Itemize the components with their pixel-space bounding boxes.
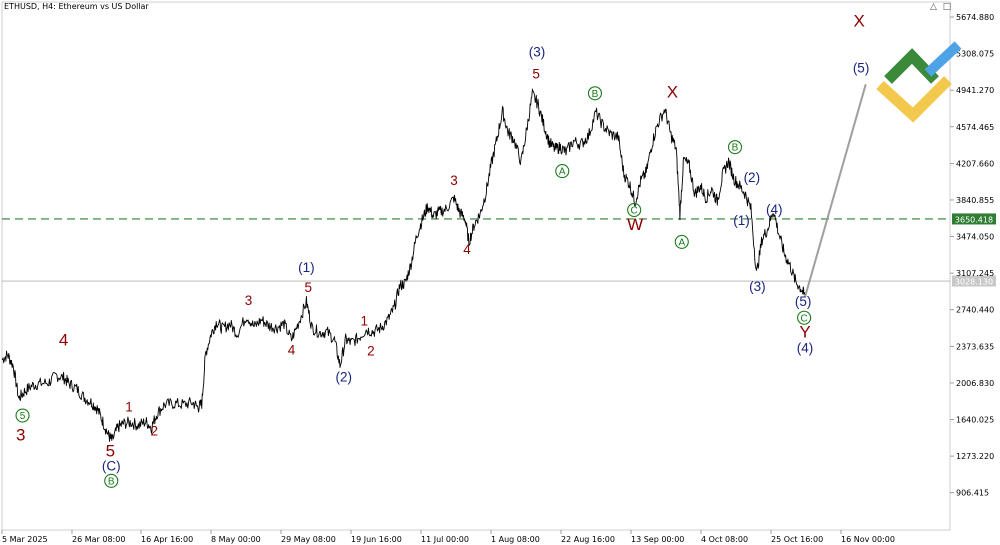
hline-tag-0 [952,213,996,225]
corner-icons: △ □ [930,2,954,12]
wave-label-1: 5 [20,411,26,422]
x-tick-label-2: 16 Apr 16:00 [141,535,193,544]
y-tick-label-12: 1273.220 [956,452,994,461]
wave-label-34: X [854,11,865,30]
wave-circle-24 [674,234,689,249]
wave-label-8: 3 [245,293,253,308]
y-tick-label-7: 3107.245 [956,269,994,278]
plot-area [1,1,951,531]
wave-label-4: 5 [106,441,115,460]
wave-label-23: X [667,82,678,101]
y-tick-label-1: 5308.075 [956,50,994,59]
wave-label-35: (5) [853,60,870,75]
wave-label-28: (4) [766,202,783,217]
wave-circle-25 [727,140,743,155]
symbol-label: ETHUSD, H4: Ethereum vs US Dollar [4,2,149,11]
y-tick-label-10: 2006.830 [956,379,994,388]
wave-label-29: (3) [749,279,766,294]
x-tick-label-10: 4 Oct 08:00 [701,535,748,544]
wave-label-13: 2 [367,344,375,359]
time-axis: 5 Mar 2025 26 Mar 08:00 16 Apr 16:00 8 May … [1,530,895,544]
x-tick-label-5: 19 Jun 16:00 [351,535,402,544]
x-tick-label-9: 13 Sep 00:00 [631,535,684,544]
wave-label-26: (2) [744,170,761,185]
wave-label-33: (4) [797,341,814,356]
wave-label-25: B [732,143,739,154]
price-line [1,88,806,442]
wave-label-7: 2 [150,423,158,438]
y-tick-label-5: 3840.855 [956,196,994,205]
wave-label-2: 4 [59,331,68,350]
logo-blue-bar [924,41,962,77]
x-tick-label-1: 26 Mar 08:00 [72,535,125,544]
hline-label-1: 3028.130 [955,278,993,287]
wave-label-6: B [108,476,115,487]
y-tick-label-3: 4574.465 [956,123,994,132]
wave-label-12: 1 [361,314,369,329]
horizontal-lines: 3650.418 3028.130 [2,213,996,287]
wave-label-5: (C) [102,458,121,473]
wave-label-32: Y [799,323,810,342]
x-tick-label-11: 25 Oct 16:00 [771,535,823,544]
wave-labels: 35415(C)B23(1)5412(2)34(3)5ABCWXAB(2)(1)… [15,11,870,488]
x-tick-label-8: 22 Aug 16:00 [561,535,615,544]
wave-label-15: 3 [450,173,458,188]
price-axis: 5674.880 5308.075 4941.270 4574.465 4207.660… [950,13,994,498]
wave-label-10: 5 [305,280,313,295]
wave-label-22: W [627,215,643,234]
y-tick-label-9: 2373.635 [956,342,994,351]
logo-yellow-chevron [876,76,952,123]
wave-circle-6 [104,473,119,488]
wave-label-24: A [678,237,685,248]
wave-circle-1 [15,408,30,423]
wave-label-30: (5) [795,294,812,309]
y-tick-label-6: 3474.050 [956,233,994,242]
hline-label-0: 3650.418 [955,215,993,224]
wave-circle-31 [797,310,812,325]
y-tick-label-4: 4207.660 [956,159,994,168]
x-tick-label-12: 16 Nov 00:00 [841,535,895,544]
wave-label-27: (1) [733,213,750,228]
wave-label-31: C [800,313,807,324]
wave-label-18: 5 [532,66,540,81]
wave-label-17: (3) [529,44,546,59]
hline-tag-1 [952,275,996,287]
price-series [1,88,806,442]
wave-circle-20 [587,86,603,101]
x-tick-label-0: 5 Mar 2025 [2,535,48,544]
wave-label-21: C [631,206,638,217]
chart-frame [1,1,951,531]
wave-label-20: B [592,89,599,100]
wave-label-3: 1 [125,400,133,415]
wave-circle-19 [555,164,570,179]
y-tick-label-8: 2740.440 [956,306,994,315]
brand-logo [876,41,962,123]
x-tick-label-3: 8 May 00:00 [211,535,261,544]
y-tick-label-11: 1640.025 [956,416,994,425]
wave-label-0: 3 [16,425,25,444]
wave-label-11: 4 [288,343,296,358]
wave-label-9: (1) [298,260,315,275]
wave-circle-21 [627,202,642,218]
trading-icon[interactable]: □ [942,2,952,12]
x-tick-label-6: 11 Jul 00:00 [421,535,469,544]
y-tick-label-0: 5674.880 [956,13,994,22]
wave-label-19: A [559,167,566,178]
graduation-cap-icon[interactable]: △ [930,2,937,12]
wave-label-16: 4 [463,242,471,257]
y-tick-label-13: 906.415 [956,489,989,498]
wave-label-14: (2) [336,370,353,385]
projection-line [804,84,867,298]
x-tick-label-7: 1 Aug 08:00 [491,535,540,544]
y-tick-label-2: 4941.270 [956,86,994,95]
projection-layer [804,84,867,298]
x-tick-label-4: 29 May 08:00 [281,535,336,544]
